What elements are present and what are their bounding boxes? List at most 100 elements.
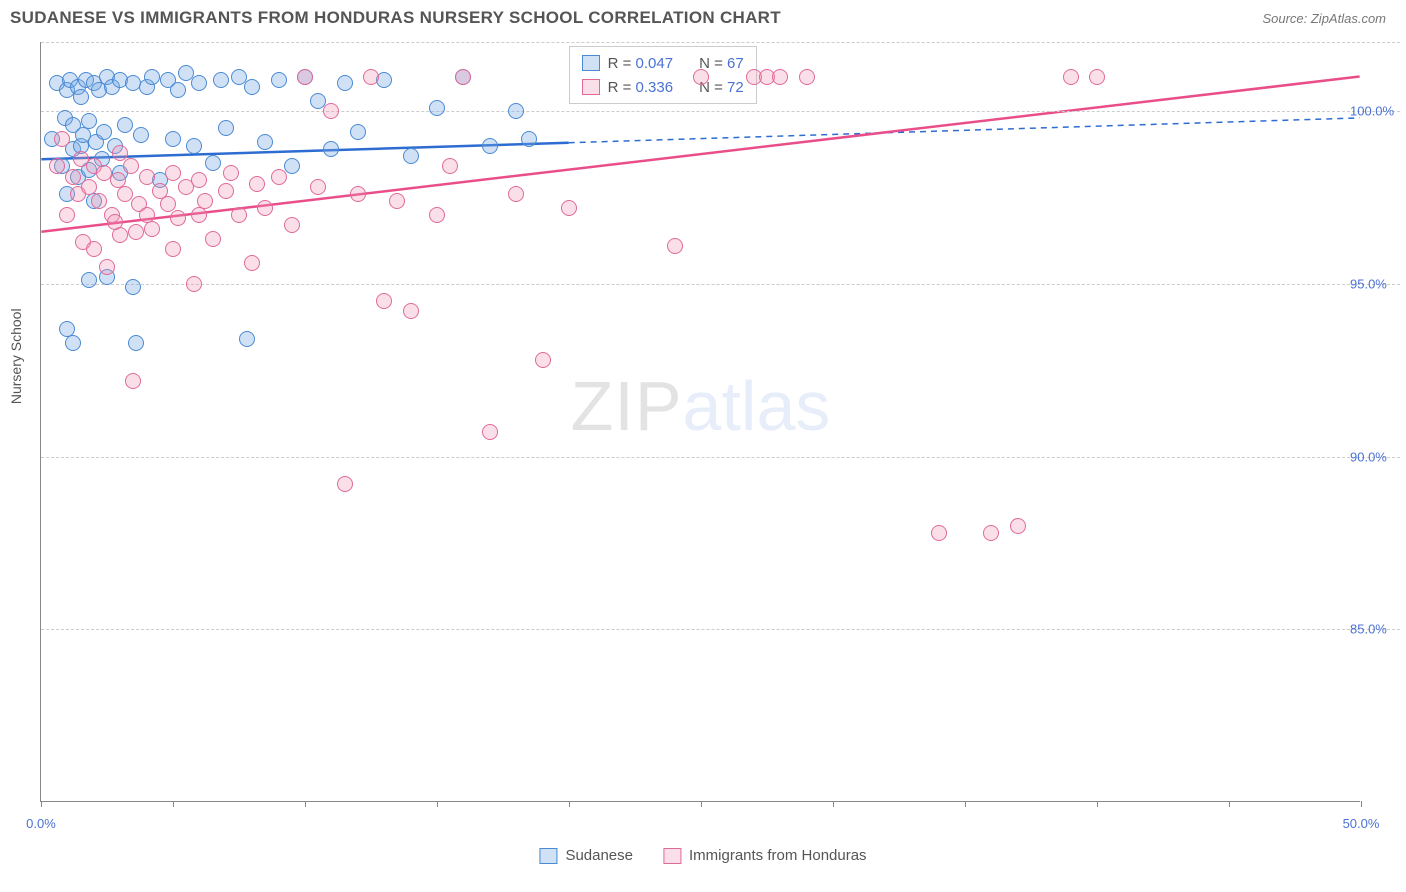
- point-sudanese: [133, 127, 149, 143]
- point-sudanese: [218, 120, 234, 136]
- watermark-atlas: atlas: [683, 367, 831, 445]
- gridline: [41, 284, 1400, 285]
- x-tick: [41, 801, 42, 807]
- point-honduras: [455, 69, 471, 85]
- swatch-sudanese: [539, 848, 557, 864]
- point-honduras: [310, 179, 326, 195]
- point-honduras: [508, 186, 524, 202]
- x-tick: [701, 801, 702, 807]
- y-tick-label: 100.0%: [1350, 104, 1406, 119]
- point-honduras: [363, 69, 379, 85]
- point-honduras: [191, 172, 207, 188]
- point-honduras: [205, 231, 221, 247]
- point-sudanese: [482, 138, 498, 154]
- point-honduras: [667, 238, 683, 254]
- point-honduras: [1010, 518, 1026, 534]
- x-tick: [1361, 801, 1362, 807]
- point-honduras: [99, 259, 115, 275]
- point-honduras: [284, 217, 300, 233]
- point-honduras: [59, 207, 75, 223]
- gridline: [41, 111, 1400, 112]
- point-honduras: [323, 103, 339, 119]
- y-axis-label: Nursery School: [8, 308, 24, 404]
- point-honduras: [1063, 69, 1079, 85]
- x-tick-label: 0.0%: [26, 816, 56, 831]
- point-sudanese: [350, 124, 366, 140]
- legend-item-honduras: Immigrants from Honduras: [663, 847, 867, 864]
- point-honduras: [139, 169, 155, 185]
- point-honduras: [376, 293, 392, 309]
- point-honduras: [271, 169, 287, 185]
- point-honduras: [165, 241, 181, 257]
- x-tick: [305, 801, 306, 807]
- point-sudanese: [144, 69, 160, 85]
- point-honduras: [112, 145, 128, 161]
- point-honduras: [931, 525, 947, 541]
- gridline: [41, 42, 1400, 43]
- point-honduras: [350, 186, 366, 202]
- point-sudanese: [81, 113, 97, 129]
- point-sudanese: [117, 117, 133, 133]
- point-sudanese: [429, 100, 445, 116]
- point-honduras: [123, 158, 139, 174]
- point-sudanese: [337, 75, 353, 91]
- point-sudanese: [508, 103, 524, 119]
- n-label: N = 67: [699, 55, 744, 72]
- x-tick: [437, 801, 438, 807]
- point-sudanese: [271, 72, 287, 88]
- point-sudanese: [125, 279, 141, 295]
- point-sudanese: [239, 331, 255, 347]
- x-tick: [1097, 801, 1098, 807]
- point-honduras: [191, 207, 207, 223]
- point-honduras: [799, 69, 815, 85]
- point-honduras: [86, 241, 102, 257]
- point-sudanese: [323, 141, 339, 157]
- legend-label-honduras: Immigrants from Honduras: [689, 847, 867, 864]
- point-honduras: [186, 276, 202, 292]
- source-label: Source: ZipAtlas.com: [1262, 11, 1386, 26]
- point-sudanese: [213, 72, 229, 88]
- point-honduras: [81, 179, 97, 195]
- point-honduras: [244, 255, 260, 271]
- r-label: R = 0.047: [608, 55, 673, 72]
- gridline: [41, 457, 1400, 458]
- stats-row: R = 0.336N = 72: [582, 75, 744, 99]
- point-sudanese: [65, 335, 81, 351]
- point-honduras: [91, 193, 107, 209]
- point-sudanese: [73, 89, 89, 105]
- legend-label-sudanese: Sudanese: [565, 847, 633, 864]
- point-honduras: [107, 214, 123, 230]
- point-honduras: [772, 69, 788, 85]
- point-sudanese: [128, 335, 144, 351]
- point-sudanese: [205, 155, 221, 171]
- regression-lines: [41, 42, 1360, 801]
- point-honduras: [125, 373, 141, 389]
- point-sudanese: [170, 82, 186, 98]
- point-sudanese: [257, 134, 273, 150]
- point-sudanese: [191, 75, 207, 91]
- stats-legend: R = 0.047 N = 67 R = 0.336N = 72: [569, 46, 757, 104]
- point-honduras: [337, 476, 353, 492]
- point-honduras: [231, 207, 247, 223]
- y-tick-label: 90.0%: [1350, 449, 1406, 464]
- x-tick: [833, 801, 834, 807]
- point-honduras: [128, 224, 144, 240]
- y-tick-label: 85.0%: [1350, 622, 1406, 637]
- point-honduras: [693, 69, 709, 85]
- point-honduras: [1089, 69, 1105, 85]
- x-tick: [965, 801, 966, 807]
- point-honduras: [218, 183, 234, 199]
- point-honduras: [257, 200, 273, 216]
- point-honduras: [165, 165, 181, 181]
- point-honduras: [54, 131, 70, 147]
- point-honduras: [983, 525, 999, 541]
- point-honduras: [49, 158, 65, 174]
- point-sudanese: [521, 131, 537, 147]
- watermark-zip: ZIP: [571, 367, 683, 445]
- point-honduras: [139, 207, 155, 223]
- point-honduras: [112, 227, 128, 243]
- point-honduras: [403, 303, 419, 319]
- swatch-icon: [582, 79, 600, 95]
- legend-item-sudanese: Sudanese: [539, 847, 633, 864]
- x-tick: [569, 801, 570, 807]
